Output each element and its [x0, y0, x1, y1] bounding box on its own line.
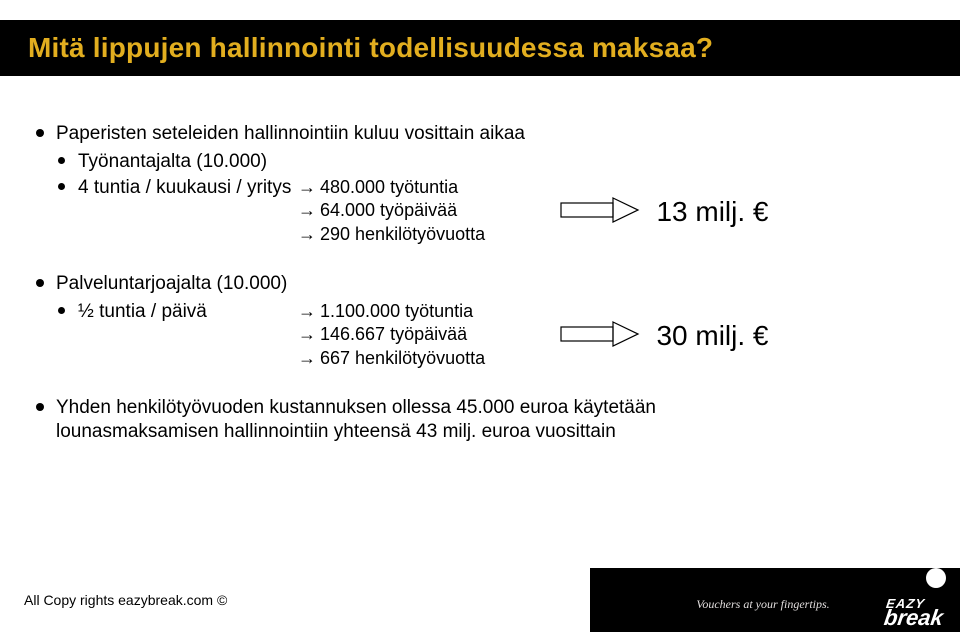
footer-copyright: All Copy rights eazybreak.com © [24, 592, 227, 608]
callout-1-text: 13 milj. € [656, 196, 768, 228]
logo-brand: EAZY break [883, 598, 946, 628]
section2-arrow-list: →1.100.000 työtuntia →146.667 työpäivää … [298, 300, 485, 371]
title-bar: Mitä lippujen hallinnointi todellisuudes… [0, 20, 960, 76]
section2-arrow-3: →667 henkilötyövuotta [298, 347, 485, 370]
arrow-icon: → [298, 301, 316, 321]
arrow-icon: → [298, 177, 316, 197]
section1-arrow-1: →480.000 työtuntia [298, 176, 485, 199]
slide-title: Mitä lippujen hallinnointi todellisuudes… [28, 32, 713, 64]
callout-1: 13 milj. € [560, 196, 769, 228]
content-area: Paperisten seteleiden hallinnointiin kul… [34, 122, 926, 448]
callout-2-text: 30 milj. € [656, 320, 768, 352]
section1-arrow-3: →290 henkilötyövuotta [298, 223, 485, 246]
section1-subheading: Työnantajalta (10.000) [34, 150, 926, 174]
section1-row-label: 4 tuntia / kuukausi / yritys [78, 176, 298, 247]
arrow-icon: → [298, 348, 316, 368]
section1-row: 4 tuntia / kuukausi / yritys →480.000 ty… [34, 176, 926, 247]
logo-region: Vouchers at your fingertips. EAZY break [590, 568, 960, 632]
section1-heading: Paperisten seteleiden hallinnointiin kul… [34, 122, 926, 146]
section2-arrow-1: →1.100.000 työtuntia [298, 300, 485, 323]
arrow-icon: → [298, 200, 316, 220]
section1-arrow-list: →480.000 työtuntia →64.000 työpäivää →29… [298, 176, 485, 247]
section2-row: ½ tuntia / päivä →1.100.000 työtuntia →1… [34, 300, 926, 371]
section1-arrow-2: →64.000 työpäivää [298, 199, 485, 222]
callout-2: 30 milj. € [560, 320, 769, 352]
arrow-icon: → [298, 224, 316, 244]
logo-tagline: Vouchers at your fingertips. [678, 597, 848, 612]
logo-disc-icon [926, 568, 946, 588]
section2-arrow-2: →146.667 työpäivää [298, 323, 485, 346]
section2-row-label: ½ tuntia / päivä [78, 300, 298, 371]
section2-subheading: Palveluntarjoajalta (10.000) [34, 272, 926, 296]
callout-arrow-icon [560, 197, 640, 228]
arrow-icon: → [298, 324, 316, 344]
conclusion-bullet: Yhden henkilötyövuoden kustannuksen olle… [34, 396, 794, 444]
slide: Mitä lippujen hallinnointi todellisuudes… [0, 0, 960, 632]
callout-arrow-icon [560, 321, 640, 352]
